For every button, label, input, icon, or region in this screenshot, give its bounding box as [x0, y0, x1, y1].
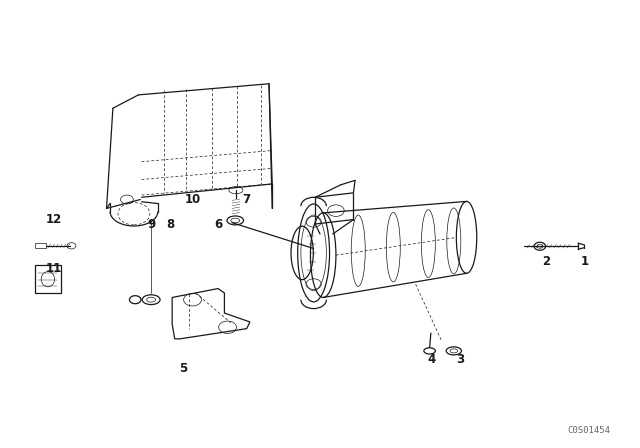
Bar	[35, 265, 61, 293]
Text: 3: 3	[456, 353, 464, 366]
Text: 1: 1	[580, 255, 589, 268]
Text: C0S01454: C0S01454	[567, 426, 610, 435]
Text: 6: 6	[214, 217, 222, 231]
Text: 8: 8	[166, 217, 174, 231]
Text: 12: 12	[46, 213, 63, 226]
Text: 4: 4	[428, 353, 436, 366]
Text: 11: 11	[46, 262, 63, 275]
Bar	[35, 243, 46, 249]
Text: 5: 5	[179, 362, 187, 375]
Text: 7: 7	[243, 193, 251, 206]
Text: 10: 10	[184, 193, 201, 206]
Text: 9: 9	[147, 217, 156, 231]
Text: 2: 2	[542, 255, 550, 268]
